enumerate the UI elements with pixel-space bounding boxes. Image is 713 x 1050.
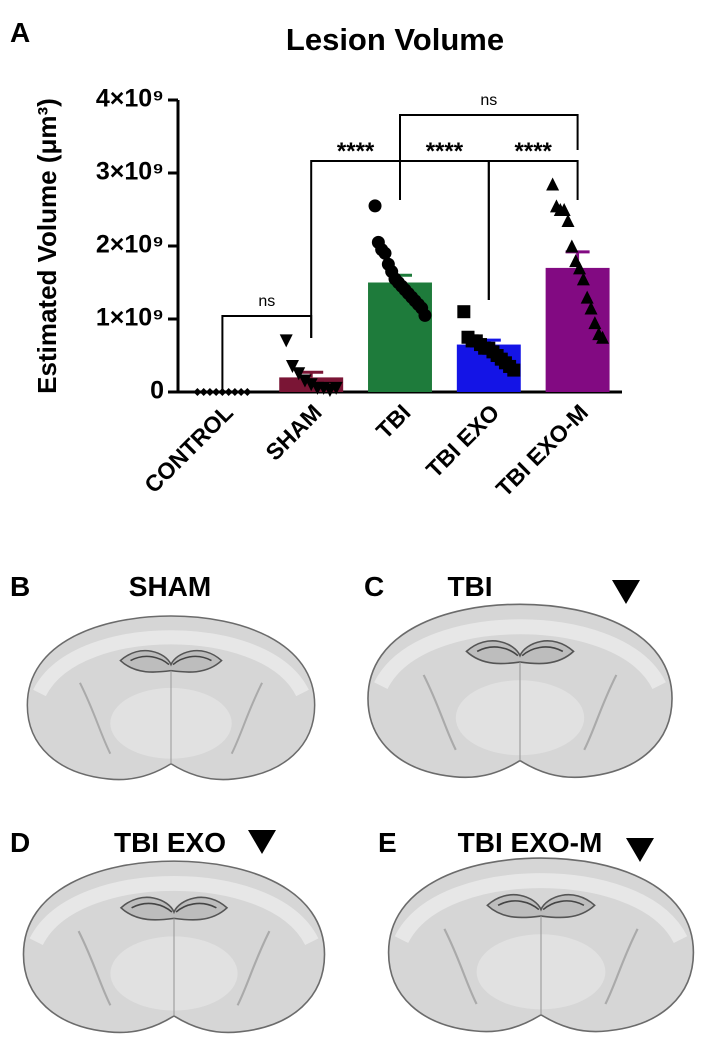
panel-title: SHAM xyxy=(129,571,211,602)
panel-titles: B SHAM C TBI D TBI EXO E TBI EXO-M xyxy=(10,571,602,858)
data-point xyxy=(418,308,432,322)
significance-label: **** xyxy=(515,138,553,165)
bar-chart: Lesion Volume Estimated Volume (μm³) 0 1×10… xyxy=(32,22,622,502)
data-point xyxy=(205,388,214,396)
data-point xyxy=(329,381,343,395)
panel-letter: B xyxy=(10,571,30,602)
y-tick-label: 1×10⁹ xyxy=(96,304,164,332)
chart-title: Lesion Volume xyxy=(286,22,504,57)
data-point xyxy=(230,388,239,396)
data-point xyxy=(557,203,571,216)
data-point xyxy=(368,199,382,213)
data-point xyxy=(285,359,299,373)
significance-label: **** xyxy=(337,138,375,165)
panel-letter: D xyxy=(10,827,30,858)
x-tick-label: TBI EXO xyxy=(421,399,504,482)
significance-bracket xyxy=(399,160,490,300)
data-point xyxy=(212,388,221,396)
x-tick-label: CONTROL xyxy=(139,399,238,498)
data-point xyxy=(199,388,208,396)
data-point xyxy=(279,334,293,348)
y-tick-label: 4×10⁹ xyxy=(96,85,164,113)
data-point xyxy=(237,388,246,396)
data-point xyxy=(243,388,252,396)
bar xyxy=(368,282,432,392)
x-tick-label: TBI EXO-M xyxy=(491,399,593,501)
panel-letter: A xyxy=(10,17,30,48)
data-point xyxy=(546,177,560,191)
brain-section xyxy=(368,604,672,777)
data-point xyxy=(224,388,233,396)
data-point xyxy=(507,363,521,377)
data-point xyxy=(573,261,587,275)
panel-letter: C xyxy=(364,571,384,602)
data-point xyxy=(561,213,575,227)
y-tick-label: 3×10⁹ xyxy=(96,158,164,186)
significance-label: **** xyxy=(426,138,464,165)
panel-title: TBI xyxy=(447,571,492,602)
data-point xyxy=(565,239,579,253)
x-tick-label: SHAM xyxy=(260,399,326,465)
data-point xyxy=(596,330,610,344)
y-tick-label: 2×10⁹ xyxy=(96,231,164,259)
panel-letter: E xyxy=(378,827,397,858)
significance-label: ns xyxy=(258,293,275,310)
y-tick-label: 0 xyxy=(150,377,164,405)
brain-section xyxy=(27,616,314,780)
panel-title: TBI EXO-M xyxy=(458,827,603,858)
brain-section xyxy=(23,861,324,1032)
panel-title: TBI EXO xyxy=(114,827,226,858)
brain-images xyxy=(23,580,693,1032)
data-point xyxy=(457,305,471,319)
data-point xyxy=(298,374,312,388)
x-tick-label: TBI xyxy=(371,399,416,444)
lesion-arrow xyxy=(612,580,640,604)
significance-bracket xyxy=(487,160,579,300)
data-point xyxy=(304,378,318,392)
lesion-arrow xyxy=(248,830,276,854)
data-point xyxy=(584,301,598,315)
data-point xyxy=(576,272,590,286)
significance-bracket xyxy=(399,114,579,200)
significance-label: ns xyxy=(480,92,497,109)
data-point xyxy=(588,316,602,330)
data-point xyxy=(193,388,202,396)
lesion-arrow xyxy=(626,838,654,862)
data-point xyxy=(580,290,594,304)
data-point xyxy=(378,246,392,260)
brain-section xyxy=(389,858,694,1031)
data-point xyxy=(292,367,306,381)
y-axis-label: Estimated Volume (μm³) xyxy=(32,98,62,394)
